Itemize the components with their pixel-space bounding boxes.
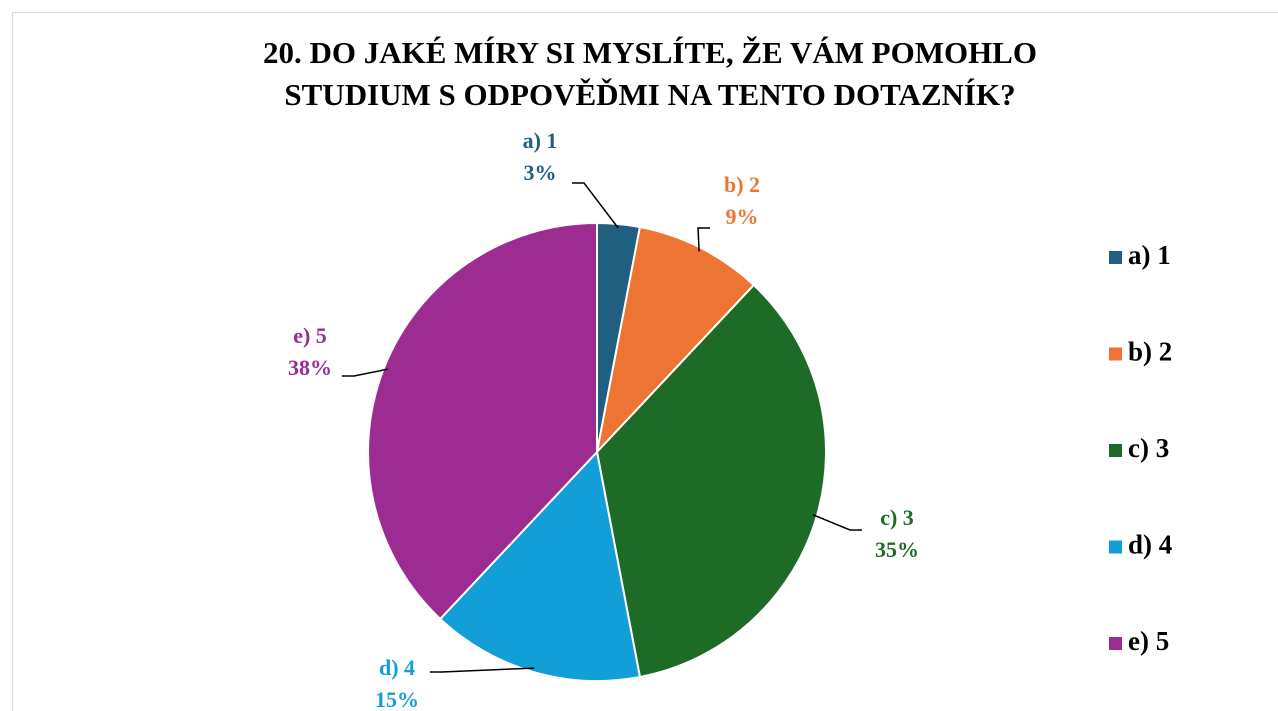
data-label-category: c) 3: [880, 505, 914, 530]
leader-line: [342, 368, 388, 377]
legend-swatch: [1109, 540, 1122, 554]
chart-frame: [12, 12, 1278, 711]
leader-line: [812, 514, 862, 531]
legend-label: a) 1: [1128, 240, 1171, 270]
data-label-value: 38%: [288, 355, 332, 380]
legend-swatch: [1109, 637, 1122, 650]
legend-label: c) 3: [1128, 433, 1169, 463]
legend-swatch: [1109, 347, 1122, 361]
data-label-value: 35%: [875, 537, 919, 562]
pie-slice: [438, 449, 642, 682]
chart-title: 20. DO JAKÉ MÍRY SI MYSLÍTE, ŽE VÁM POMO…: [263, 35, 1037, 70]
leader-line: [572, 182, 619, 229]
data-label-value: 9%: [726, 204, 759, 229]
data-label-category: d) 4: [379, 655, 415, 680]
data-label-category: b) 2: [724, 172, 760, 197]
data-label-category: e) 5: [293, 323, 327, 348]
legend-label: b) 2: [1128, 337, 1172, 367]
leader-line: [430, 667, 535, 673]
legend-label: e) 5: [1128, 626, 1169, 656]
data-label-value: 3%: [524, 160, 557, 185]
data-label-value: 15%: [375, 687, 419, 711]
legend-swatch: [1109, 444, 1122, 457]
data-label-category: a) 1: [523, 128, 558, 153]
pie-slice: [367, 221, 598, 621]
legend-label: d) 4: [1128, 530, 1172, 560]
legend-swatch: [1109, 251, 1122, 264]
leader-line: [697, 227, 710, 252]
pie-slice: [595, 225, 756, 456]
chart-title: STUDIUM S ODPOVĚĎMI NA TENTO DOTAZNÍK?: [284, 77, 1015, 112]
